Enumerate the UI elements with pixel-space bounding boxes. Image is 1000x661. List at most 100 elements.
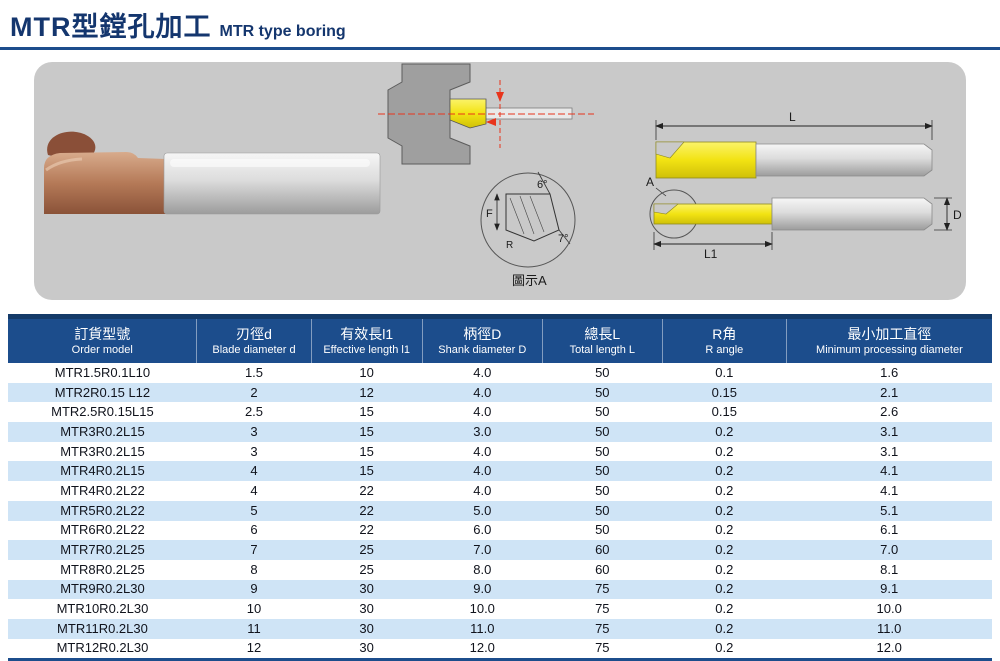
table-cell: 2.1	[880, 384, 899, 400]
table-cell: 5.0	[473, 502, 492, 518]
table-cell: 50	[595, 502, 610, 518]
table-cell: 0.15	[711, 404, 737, 420]
table-cell: 22	[359, 522, 374, 538]
table-cell: 0.2	[715, 561, 734, 577]
table-cell: 8	[250, 561, 258, 577]
table-cell: 30	[359, 581, 374, 597]
table-cell: 4	[250, 482, 258, 498]
table-row: MTR12R0.2L30 12 30 12.0 75 0.2 12.0	[8, 638, 992, 659]
column-header-0: 訂貨型號 Order model	[8, 314, 197, 363]
column-header-4: 總長L Total length L	[541, 314, 663, 363]
table-row: MTR11R0.2L30 11 30 11.0 75 0.2 11.0	[8, 618, 992, 639]
table-cell: 0.15	[711, 384, 737, 400]
table-cell: MTR1.5R0.1L10	[54, 364, 151, 380]
table-row: MTR2R0.15 L12 2 12 4.0 50 0.15 2.1	[8, 382, 992, 403]
table-cell: 50	[595, 463, 610, 479]
table-footer-bar	[8, 658, 992, 661]
table-cell: 15	[359, 423, 374, 439]
table-cell: 4	[250, 463, 258, 479]
dim-r-label: R	[506, 240, 513, 251]
column-header-2: 有效長l1 Effective length l1	[310, 314, 423, 363]
table-cell: 12.0	[469, 640, 495, 656]
table-cell: 4.0	[473, 463, 492, 479]
table-cell: 50	[595, 522, 610, 538]
table-cell: 30	[359, 620, 374, 636]
table-cell: 0.2	[715, 581, 734, 597]
table-cell: 10	[359, 364, 374, 380]
spec-table-body: MTR1.5R0.1L10 1.5 10 4.0 50 0.1 1.6 MTR2R0.15 L…	[8, 363, 992, 659]
table-cell: MTR6R0.2L22	[60, 522, 145, 538]
dim-f-label: F	[486, 208, 493, 220]
table-cell: 4.1	[880, 463, 899, 479]
table-cell: 3.1	[880, 443, 899, 459]
detail-view-a: 6° 7° F R 圖示A	[480, 171, 576, 288]
tool-drawing-top: L	[655, 110, 933, 179]
table-row: MTR3R0.2L15 3 15 3.0 50 0.2 3.1	[8, 422, 992, 442]
table-cell: 0.2	[715, 502, 734, 518]
table-cell: 0.2	[715, 522, 734, 538]
table-row: MTR4R0.2L22 4 22 4.0 50 0.2 4.1	[8, 481, 992, 501]
table-row: MTR2.5R0.15L15 2.5 15 4.0 50 0.15 2.6	[8, 402, 992, 423]
table-cell: 60	[595, 542, 610, 558]
table-cell: 12	[246, 640, 262, 656]
table-cell: 60	[595, 561, 610, 577]
table-cell: 75	[595, 601, 610, 617]
column-header-6: 最小加工直徑 Minimum processing diameter	[785, 314, 992, 363]
table-cell: MTR3R0.2L15	[60, 443, 145, 459]
table-cell: 3.0	[473, 423, 492, 439]
table-cell: 5	[250, 502, 258, 518]
table-cell: 1.5	[244, 364, 264, 380]
table-cell: 11	[247, 620, 261, 636]
table-cell: 25	[359, 542, 374, 558]
table-cell: 9	[250, 581, 258, 597]
table-cell: 10.0	[876, 601, 902, 617]
table-cell: MTR5R0.2L22	[60, 502, 145, 518]
table-cell: 12.0	[876, 640, 902, 656]
table-cell: 2	[250, 384, 258, 400]
table-row: MTR8R0.2L25 8 25 8.0 60 0.2 8.1	[8, 559, 992, 580]
table-cell: 10	[246, 601, 262, 617]
table-row: MTR5R0.2L22 5 22 5.0 50 0.2 5.1	[8, 500, 992, 521]
table-cell: 50	[595, 482, 610, 498]
table-cell: 3.1	[880, 423, 899, 439]
table-cell: 0.2	[715, 423, 734, 439]
table-cell: 0.2	[715, 601, 734, 617]
table-cell: 0.1	[715, 364, 734, 380]
table-cell: MTR7R0.2L25	[60, 542, 145, 558]
tool-diagrams: 6° 7° F R 圖示A L A	[44, 63, 962, 288]
table-row: MTR3R0.2L15 3 15 4.0 50 0.2 3.1	[8, 441, 992, 462]
table-row: MTR9R0.2L30 9 30 9.0 75 0.2 9.1	[8, 579, 992, 600]
table-cell: 30	[359, 601, 374, 617]
table-cell: MTR12R0.2L30	[56, 640, 149, 656]
spec-table: 訂貨型號 Order model 刃徑d Blade diameter d 有效長l1 E…	[8, 314, 992, 659]
table-cell: 0.2	[715, 640, 734, 656]
table-cell: 4.0	[473, 404, 492, 420]
table-cell: MTR8R0.2L25	[60, 561, 145, 577]
header-divider	[0, 47, 1000, 50]
table-cell: 0.2	[715, 443, 734, 459]
table-cell: MTR2R0.15 L12	[54, 384, 151, 400]
table-cell: MTR2.5R0.15L15	[51, 404, 154, 420]
table-cell: 6.1	[880, 522, 899, 538]
table-cell: 50	[595, 404, 610, 420]
table-row: MTR1.5R0.1L10 1.5 10 4.0 50 0.1 1.6	[8, 363, 992, 383]
table-cell: 7.0	[473, 542, 492, 558]
page-title-zh: MTR型鏜孔加工	[10, 12, 212, 42]
table-cell: 11.0	[470, 620, 495, 636]
table-cell: 50	[595, 443, 610, 459]
angle-7-label: 7°	[558, 233, 569, 245]
table-cell: 0.2	[715, 482, 734, 498]
page-header: MTR型鏜孔加工 MTR type boring	[0, 0, 1000, 44]
table-cell: 15	[359, 463, 374, 479]
table-cell: 0.2	[715, 542, 734, 558]
column-header-5: R角 R angle	[661, 314, 787, 363]
table-cell: 30	[359, 640, 374, 656]
table-cell: 25	[359, 561, 374, 577]
table-cell: 75	[595, 640, 610, 656]
table-cell: MTR9R0.2L30	[60, 581, 145, 597]
table-cell: 50	[595, 364, 610, 380]
angle-6-label: 6°	[537, 179, 548, 191]
table-cell: 4.0	[473, 443, 492, 459]
table-cell: MTR11R0.2L30	[57, 620, 148, 636]
table-cell: 4.0	[473, 384, 492, 400]
